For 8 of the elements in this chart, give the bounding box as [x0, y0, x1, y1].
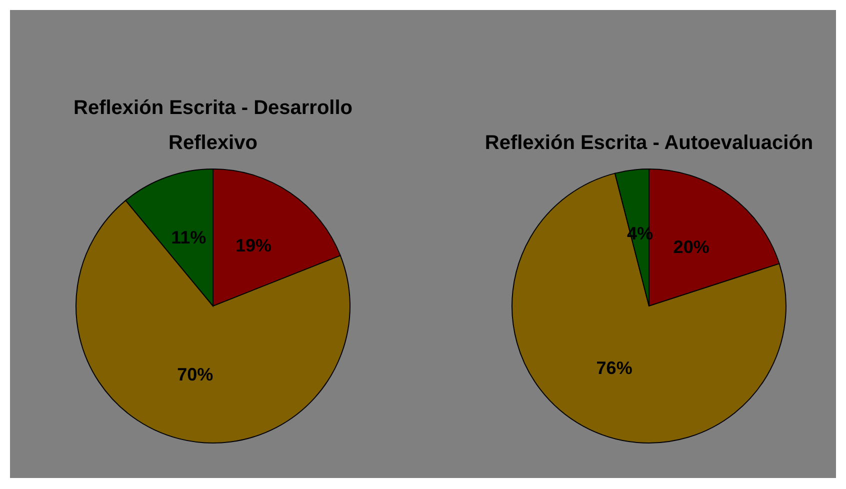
data-label: 76%: [596, 358, 632, 378]
data-label: 19%: [235, 235, 272, 256]
data-label: 11%: [171, 227, 206, 248]
data-label: 20%: [673, 236, 710, 257]
data-label: 70%: [177, 364, 214, 385]
chart-title: Reflexión Escrita - Autoevaluación: [484, 132, 814, 154]
chart-title: Reflexión Escrita - Desarrollo Reflexivo: [74, 97, 352, 154]
pie-slice: [512, 172, 786, 444]
